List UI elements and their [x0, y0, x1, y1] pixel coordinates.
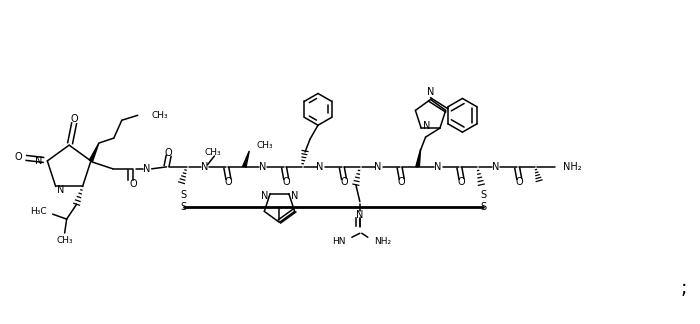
Text: N: N: [143, 164, 150, 174]
Polygon shape: [90, 143, 99, 162]
Text: O: O: [130, 179, 137, 189]
Text: S: S: [181, 202, 187, 212]
Text: N: N: [491, 162, 499, 172]
Text: O: O: [458, 177, 466, 187]
Text: H₃C: H₃C: [30, 207, 47, 216]
Text: HN: HN: [332, 237, 346, 246]
Text: N: N: [201, 162, 208, 172]
Text: S: S: [181, 190, 187, 200]
Text: O: O: [340, 177, 348, 187]
Text: S: S: [480, 202, 486, 212]
Text: CH₃: CH₃: [256, 141, 273, 150]
Text: O: O: [282, 177, 290, 187]
Text: O: O: [70, 114, 78, 124]
Text: CH₃: CH₃: [204, 148, 220, 157]
Text: N: N: [57, 185, 64, 195]
Text: N: N: [35, 156, 43, 166]
Text: N: N: [427, 87, 434, 97]
Text: NH₂: NH₂: [563, 162, 582, 172]
Text: N: N: [356, 210, 363, 220]
Text: NH₂: NH₂: [374, 237, 391, 246]
Text: N: N: [374, 162, 382, 172]
Text: S: S: [480, 190, 486, 200]
Text: CH₃: CH₃: [152, 111, 168, 120]
Text: N: N: [260, 191, 268, 201]
Text: N: N: [434, 162, 441, 172]
Text: O: O: [515, 177, 523, 187]
Polygon shape: [416, 149, 421, 167]
Polygon shape: [243, 151, 249, 168]
Text: O: O: [398, 177, 405, 187]
Text: CH₃: CH₃: [56, 237, 73, 245]
Text: N: N: [258, 162, 266, 172]
Text: O: O: [225, 177, 232, 187]
Text: N: N: [316, 162, 323, 172]
Text: O: O: [15, 152, 22, 162]
Text: ;: ;: [680, 279, 687, 298]
Text: N: N: [290, 191, 298, 201]
Text: N: N: [424, 121, 430, 131]
Text: O: O: [164, 148, 172, 158]
